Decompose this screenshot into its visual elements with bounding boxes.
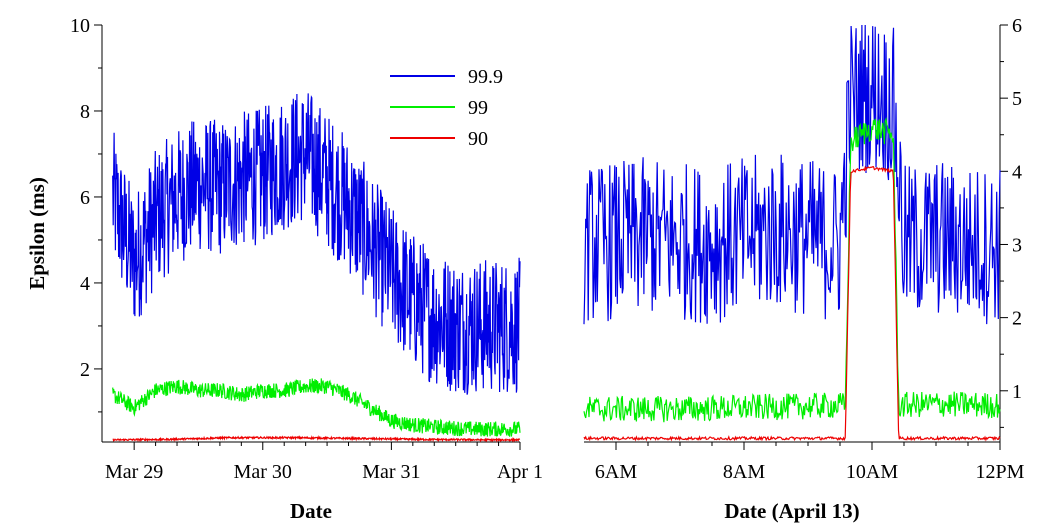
x-tick-label: Mar 30 (234, 461, 292, 483)
series-line-99 (583, 117, 1001, 423)
series-line-99-9 (583, 24, 1001, 325)
y-tick-label: 5 (1012, 88, 1022, 110)
y-tick-label: 6 (1012, 15, 1022, 37)
x-tick-label: Apr 1 (497, 461, 543, 483)
x-tick-label: 10AM (846, 461, 898, 483)
x-tick-label: Mar 29 (105, 461, 163, 483)
y-tick-label: 1 (1012, 381, 1022, 403)
y-tick-label: 4 (1012, 161, 1022, 183)
y-tick-label: 10 (70, 15, 90, 37)
x-axis-title: Date (April 13) (724, 499, 859, 523)
legend: 99.9 99 90 (390, 66, 503, 150)
x-axis-title: Date (290, 499, 332, 523)
legend-label: 90 (468, 128, 488, 150)
y-tick-label: 2 (1012, 308, 1022, 330)
x-tick-label: 12PM (976, 461, 1025, 483)
left-chart-panel: 2 4 6 8 10 Mar 29 Mar 30 Mar 31 Apr 1 Date Epsilon… (25, 15, 543, 523)
series-line-90 (583, 165, 1001, 442)
y-tick-label: 2 (80, 359, 90, 381)
series-line-99-9 (112, 93, 521, 395)
x-tick-label: 8AM (723, 461, 765, 483)
series-line-99 (112, 378, 521, 437)
x-tick-label: Mar 31 (362, 461, 420, 483)
legend-label: 99 (468, 97, 488, 119)
y-tick-label: 6 (80, 187, 90, 209)
legend-label: 99.9 (468, 66, 503, 88)
y-axis-title: Epsilon (ms) (25, 177, 49, 290)
y-tick-label: 4 (80, 273, 90, 295)
y-tick-label: 8 (80, 101, 90, 123)
x-tick-label: 6AM (595, 461, 637, 483)
right-chart-panel: 1 2 3 4 5 6 6AM 8AM 10AM 12PM Date (April 13) (583, 15, 1025, 523)
y-tick-label: 3 (1012, 234, 1022, 256)
series-line-90 (112, 435, 521, 443)
